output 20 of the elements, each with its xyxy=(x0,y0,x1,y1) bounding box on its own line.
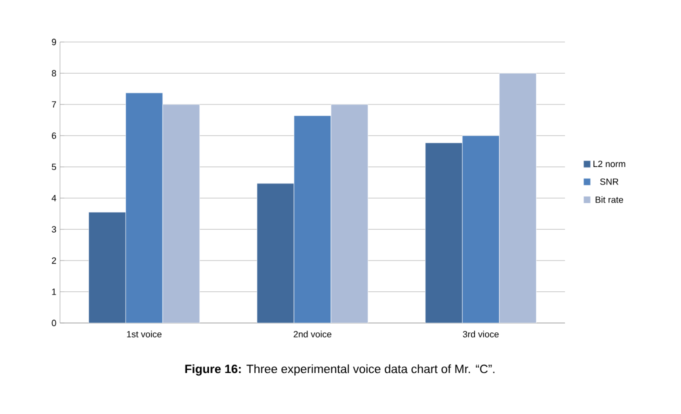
y-tick-label: 6 xyxy=(52,132,56,139)
y-tick-label: 9 xyxy=(52,38,56,46)
bar xyxy=(162,104,200,323)
bar xyxy=(499,73,537,323)
legend-label: SNR xyxy=(600,178,618,185)
legend-label: Bit rate xyxy=(596,196,624,203)
text: Figure 16: Three experimental voice data chart of Mr. “C”. xyxy=(185,364,494,376)
y-tick-label: 8 xyxy=(52,70,56,76)
x-tick-label: 2nd voice xyxy=(294,330,332,338)
legend-label: L2 norm xyxy=(593,160,626,168)
y-tick-label: 4 xyxy=(52,195,56,202)
y-tick-label: 0 xyxy=(52,320,56,326)
y-tick-label: 7 xyxy=(52,101,56,108)
y-tick-label: 5 xyxy=(52,164,56,170)
x-tick-label: 1st voice xyxy=(127,330,162,338)
y-tick-label: 2 xyxy=(52,257,56,264)
x-tick-label: 3rd vioce xyxy=(462,330,499,338)
y-tick-label: 3 xyxy=(52,226,56,233)
bar xyxy=(330,104,368,323)
y-tick-label: 1 xyxy=(52,288,56,295)
